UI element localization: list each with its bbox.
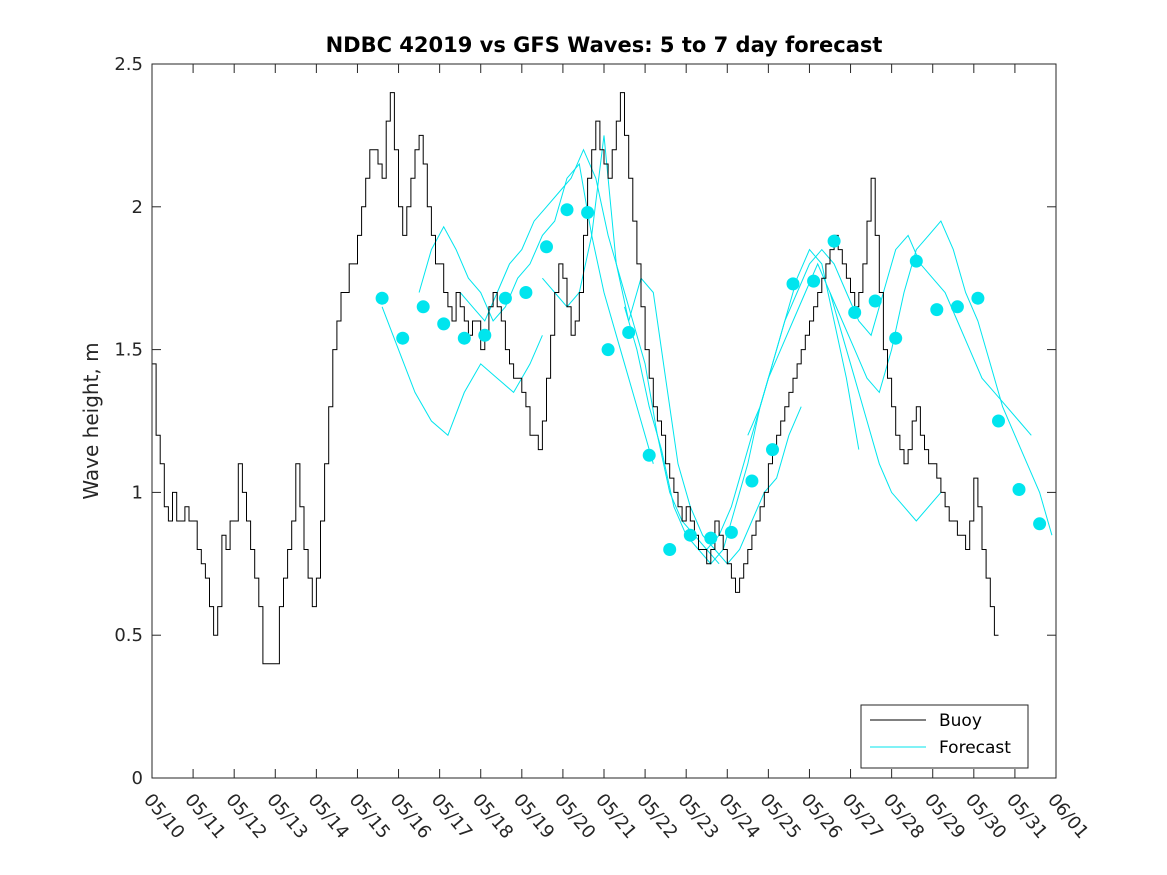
forecast-marker — [848, 306, 862, 319]
y-tick-label: 2.5 — [114, 54, 143, 75]
forecast-marker — [930, 303, 944, 317]
forecast-marker — [642, 448, 656, 462]
y-tick-label: 2 — [132, 197, 143, 218]
forecast-marker — [950, 300, 964, 314]
forecast-marker — [396, 331, 410, 345]
forecast-marker — [992, 414, 1005, 428]
forecast-marker — [766, 443, 779, 457]
forecast-marker — [724, 525, 738, 539]
forecast-marker — [437, 317, 451, 331]
forecast-marker — [663, 543, 677, 556]
y-tick-label: 1 — [132, 482, 143, 503]
forecast-marker — [909, 254, 923, 268]
forecast-marker — [416, 300, 430, 314]
forecast-line-4 — [542, 135, 802, 565]
forecast-marker — [807, 274, 821, 288]
forecast-marker — [498, 291, 512, 305]
chart-title: NDBC 42019 vs GFS Waves: 5 to 7 day fore… — [326, 33, 883, 57]
forecast-marker — [375, 291, 389, 305]
forecast-marker — [519, 286, 533, 299]
y-tick-label: 0 — [132, 768, 143, 789]
forecast-marker — [704, 531, 718, 545]
y-tick-label: 0.5 — [114, 625, 143, 646]
forecast-marker — [457, 331, 471, 345]
forecast-line-1 — [381, 306, 543, 437]
forecast-marker — [581, 206, 595, 219]
forecast-marker — [683, 528, 697, 542]
forecast-marker — [889, 331, 903, 345]
plot-area — [152, 64, 1056, 778]
forecast-line-2 — [418, 162, 654, 464]
forecast-line-5 — [624, 248, 860, 565]
forecast-marker — [1012, 483, 1026, 496]
forecast-marker — [478, 328, 492, 342]
forecast-line-7 — [747, 234, 1032, 436]
forecast-marker — [745, 474, 759, 488]
y-tick-label: 1.5 — [114, 340, 143, 361]
forecast-marker — [971, 291, 985, 305]
legend-box — [860, 704, 1029, 769]
forecast-marker — [786, 277, 800, 291]
forecast-line-3 — [459, 148, 720, 565]
forecast-line-8 — [829, 220, 1053, 536]
forecast-marker — [601, 343, 615, 357]
legend-label-buoy: Buoy — [939, 711, 982, 731]
forecast-marker — [540, 240, 553, 254]
forecast-marker — [827, 234, 841, 248]
forecast-marker — [622, 326, 636, 339]
forecast-marker — [1033, 517, 1047, 531]
legend-label-forecast: Forecast — [939, 738, 1011, 758]
forecast-marker — [560, 203, 574, 217]
series-layer — [152, 92, 1053, 665]
y-axis-label: Wave height, m — [79, 342, 103, 499]
legend: Buoy Forecast — [860, 704, 1029, 769]
forecast-marker — [868, 294, 882, 308]
